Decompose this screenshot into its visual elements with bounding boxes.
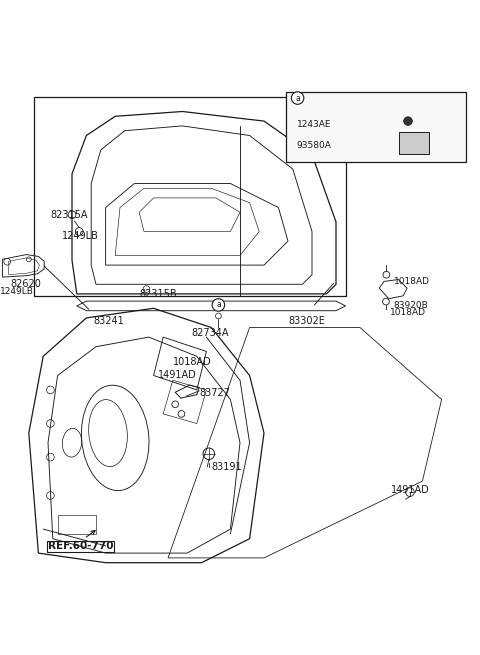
Text: 83727: 83727 <box>199 388 230 398</box>
Text: 1018AD: 1018AD <box>394 277 430 286</box>
Circle shape <box>404 117 412 125</box>
FancyBboxPatch shape <box>286 92 466 162</box>
Text: a: a <box>216 301 221 309</box>
Text: REF.60-770: REF.60-770 <box>48 541 113 551</box>
FancyBboxPatch shape <box>399 132 429 154</box>
Text: 82734A: 82734A <box>191 328 228 337</box>
Text: 82620: 82620 <box>11 278 41 289</box>
Text: 83920B: 83920B <box>394 301 428 310</box>
Text: a: a <box>295 94 300 103</box>
Circle shape <box>212 299 225 311</box>
Text: 83191: 83191 <box>211 462 242 472</box>
Text: 82315A: 82315A <box>50 210 88 220</box>
Text: 1249LB: 1249LB <box>62 231 99 240</box>
Text: 82315B: 82315B <box>139 289 177 299</box>
Circle shape <box>291 92 304 104</box>
Text: 1243AE: 1243AE <box>297 120 331 129</box>
Text: 93580A: 93580A <box>297 141 332 150</box>
Text: 1491AD: 1491AD <box>158 369 197 380</box>
Text: 1491AD: 1491AD <box>391 485 430 495</box>
Text: 83241: 83241 <box>94 316 124 326</box>
Text: 83302E: 83302E <box>288 316 325 326</box>
Text: 1249LB: 1249LB <box>0 287 34 295</box>
Text: 1018AD: 1018AD <box>390 309 426 317</box>
Text: 1018AD: 1018AD <box>173 357 212 367</box>
